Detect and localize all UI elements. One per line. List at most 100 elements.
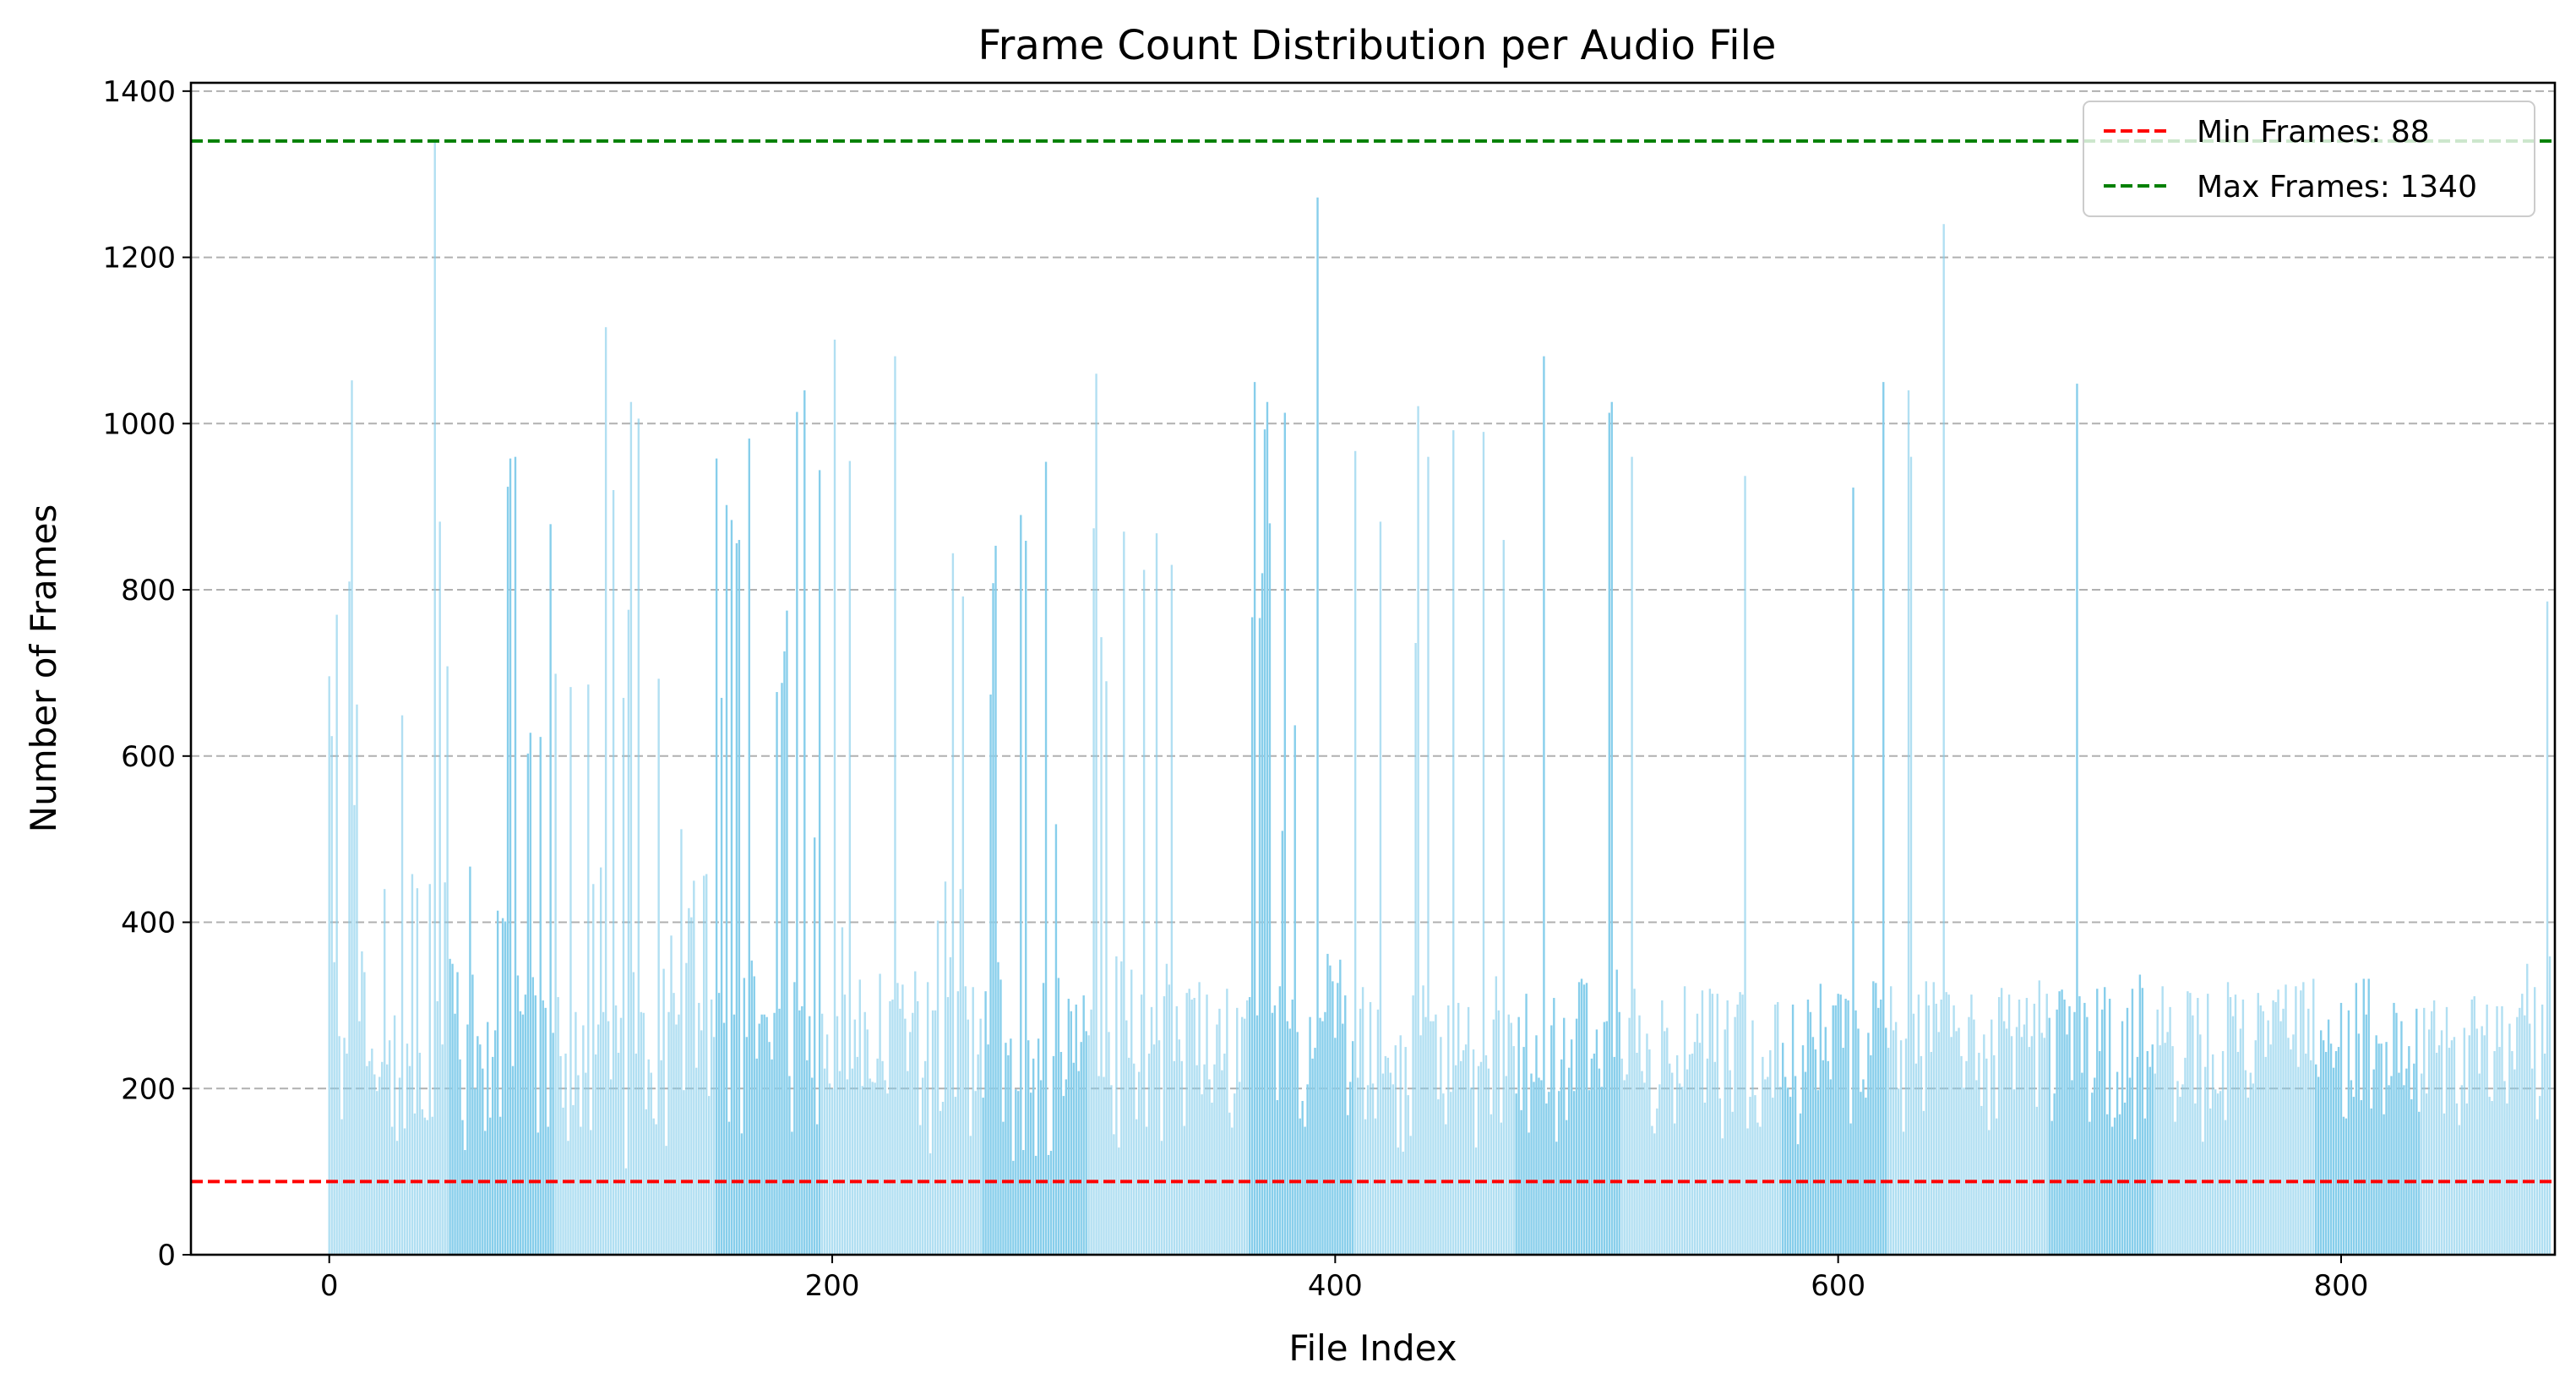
bar-766 bbox=[2254, 1040, 2257, 1255]
bar-141 bbox=[683, 1090, 685, 1255]
bar-94 bbox=[564, 1053, 567, 1255]
bar-514 bbox=[1620, 1058, 1623, 1255]
bar-377 bbox=[1276, 1100, 1279, 1255]
bar-230 bbox=[907, 1071, 909, 1255]
bar-158 bbox=[725, 504, 728, 1255]
bar-511 bbox=[1613, 1056, 1615, 1255]
bar-675 bbox=[2025, 998, 2029, 1255]
bar-193 bbox=[814, 837, 816, 1255]
bar-658 bbox=[1983, 1034, 1985, 1255]
bar-402 bbox=[1339, 959, 1342, 1255]
bar-467 bbox=[1502, 540, 1505, 1255]
bar-103 bbox=[587, 684, 590, 1255]
bar-418 bbox=[1379, 521, 1382, 1255]
bar-824 bbox=[2400, 1021, 2403, 1255]
bar-410 bbox=[1359, 1008, 1362, 1255]
bar-386 bbox=[1299, 1118, 1301, 1255]
bar-349 bbox=[1206, 994, 1208, 1255]
bar-869 bbox=[2513, 1069, 2516, 1255]
bar-116 bbox=[619, 1017, 623, 1255]
bar-559 bbox=[1734, 1016, 1736, 1255]
bar-175 bbox=[768, 1042, 771, 1255]
bar-275 bbox=[1020, 515, 1022, 1255]
bar-764 bbox=[2249, 1072, 2252, 1255]
bar-49 bbox=[451, 963, 454, 1255]
bar-115 bbox=[617, 1052, 620, 1255]
bar-501 bbox=[1588, 1090, 1591, 1255]
bar-651 bbox=[1965, 1060, 1968, 1255]
bar-468 bbox=[1505, 1076, 1507, 1255]
bar-30 bbox=[403, 1128, 406, 1255]
chart-title: Frame Count Distribution per Audio File bbox=[978, 22, 1777, 69]
bar-326 bbox=[1147, 1053, 1151, 1255]
bar-273 bbox=[1015, 1089, 1017, 1255]
legend: Min Frames: 88 Max Frames: 1340 bbox=[2083, 101, 2535, 217]
bar-652 bbox=[1968, 1016, 1970, 1255]
bar-127 bbox=[647, 1059, 650, 1255]
bar-749 bbox=[2211, 1054, 2214, 1255]
bar-338 bbox=[1178, 1039, 1180, 1255]
bar-399 bbox=[1332, 981, 1334, 1255]
bar-65 bbox=[492, 1056, 494, 1255]
bar-219 bbox=[879, 973, 881, 1255]
bar-182 bbox=[786, 610, 788, 1255]
bar-128 bbox=[650, 1072, 652, 1255]
bar-329 bbox=[1155, 533, 1158, 1255]
bar-253 bbox=[964, 986, 967, 1255]
bar-612 bbox=[1867, 1033, 1870, 1255]
bar-834 bbox=[2426, 1093, 2428, 1255]
bar-382 bbox=[1288, 1028, 1291, 1255]
bar-724 bbox=[2148, 1066, 2151, 1255]
bar-144 bbox=[690, 917, 693, 1255]
bar-551 bbox=[1713, 1061, 1717, 1255]
bar-753 bbox=[2221, 1050, 2225, 1255]
bar-528 bbox=[1656, 1108, 1658, 1255]
bar-227 bbox=[899, 1008, 901, 1255]
bar-614 bbox=[1872, 981, 1875, 1255]
bar-841 bbox=[2443, 1113, 2446, 1255]
bar-596 bbox=[1827, 1060, 1829, 1255]
bar-173 bbox=[763, 1014, 765, 1255]
bar-359 bbox=[1231, 1127, 1234, 1255]
bar-504 bbox=[1595, 1029, 1598, 1255]
bar-625 bbox=[1899, 1040, 1903, 1255]
bar-137 bbox=[673, 993, 675, 1255]
bar-232 bbox=[912, 1012, 914, 1255]
bar-730 bbox=[2164, 1043, 2166, 1255]
y-tick-label-1000: 1000 bbox=[102, 407, 176, 441]
y-axis: 0 200 400 600 800 1000 1200 1400 bbox=[102, 75, 191, 1272]
bar-401 bbox=[1337, 983, 1339, 1255]
bar-627 bbox=[1904, 1038, 1908, 1255]
bar-543 bbox=[1693, 1042, 1696, 1255]
bar-425 bbox=[1397, 1147, 1399, 1255]
bar-274 bbox=[1017, 1091, 1020, 1255]
bar-475 bbox=[1522, 1047, 1525, 1255]
bar-457 bbox=[1477, 1065, 1480, 1255]
bar-170 bbox=[755, 1058, 758, 1255]
bar-550 bbox=[1711, 994, 1714, 1255]
bar-826 bbox=[2405, 1068, 2408, 1255]
bar-229 bbox=[904, 1018, 907, 1255]
bar-459 bbox=[1482, 432, 1485, 1255]
bar-737 bbox=[2181, 1084, 2184, 1255]
bar-152 bbox=[710, 1000, 713, 1255]
bar-257 bbox=[974, 1091, 977, 1255]
bar-126 bbox=[645, 1109, 647, 1255]
bar-376 bbox=[1273, 1005, 1277, 1255]
bar-346 bbox=[1198, 982, 1201, 1255]
bar-672 bbox=[2018, 1000, 2021, 1255]
bar-576 bbox=[1777, 1001, 1779, 1255]
bar-700 bbox=[2089, 1121, 2091, 1255]
bar-492 bbox=[1566, 1120, 1568, 1255]
bar-860 bbox=[2491, 1101, 2493, 1255]
bar-278 bbox=[1027, 1040, 1030, 1255]
bar-868 bbox=[2511, 1050, 2513, 1255]
bar-462 bbox=[1490, 1114, 1493, 1255]
bar-185 bbox=[793, 982, 796, 1255]
bar-767 bbox=[2257, 993, 2259, 1255]
bar-553 bbox=[1718, 1098, 1721, 1255]
bar-591 bbox=[1814, 1049, 1817, 1255]
bar-585 bbox=[1799, 1113, 1802, 1255]
bar-334 bbox=[1168, 984, 1171, 1255]
bar-626 bbox=[1902, 1131, 1905, 1255]
